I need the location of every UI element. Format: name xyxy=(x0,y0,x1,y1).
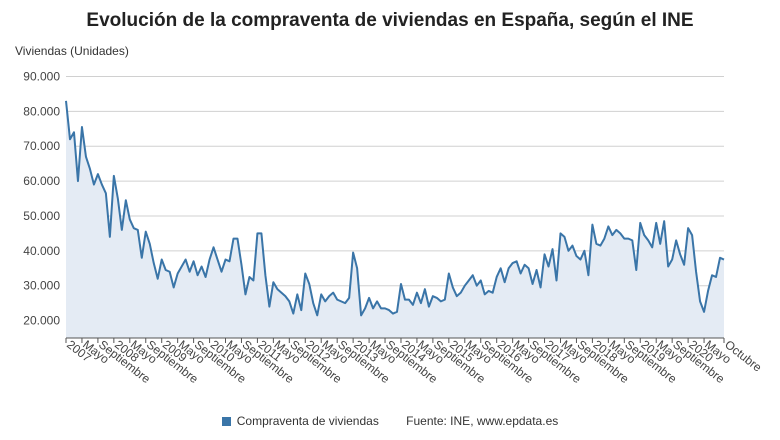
legend-label-series: Compraventa de viviendas xyxy=(236,414,379,428)
legend-item-series[interactable]: Compraventa de viviendas xyxy=(221,414,379,428)
line-chart: 20.000 30.000 40.000 50.000 60.000 70.000 80.0… xyxy=(23,69,765,386)
chart-title: Evolución de la compraventa de viviendas… xyxy=(86,10,694,31)
series-group xyxy=(65,100,725,339)
y-tick-label: 90.000 xyxy=(23,69,60,83)
y-axis-label: Viviendas (Unidades) xyxy=(15,44,129,58)
y-tick-label: 50.000 xyxy=(23,209,60,223)
series-area xyxy=(66,100,724,339)
y-tick-label: 30.000 xyxy=(23,279,60,293)
legend-swatch xyxy=(221,417,231,426)
legend: Compraventa de viviendas Fuente: INE, ww… xyxy=(0,414,780,428)
y-axis-ticks: 20.000 30.000 40.000 50.000 60.000 70.000 80.0… xyxy=(23,69,60,327)
y-tick-label: 70.000 xyxy=(23,139,60,153)
series-line xyxy=(65,100,725,317)
y-tick-label: 40.000 xyxy=(23,244,60,258)
legend-source: Fuente: INE, www.epdata.es xyxy=(406,414,559,428)
x-axis-ticks: 2007MayoSeptiembre2008MayoSeptiembre2009… xyxy=(64,337,765,386)
y-tick-label: 80.000 xyxy=(23,104,60,118)
y-tick-label: 20.000 xyxy=(23,314,60,328)
y-tick-label: 60.000 xyxy=(23,174,60,188)
